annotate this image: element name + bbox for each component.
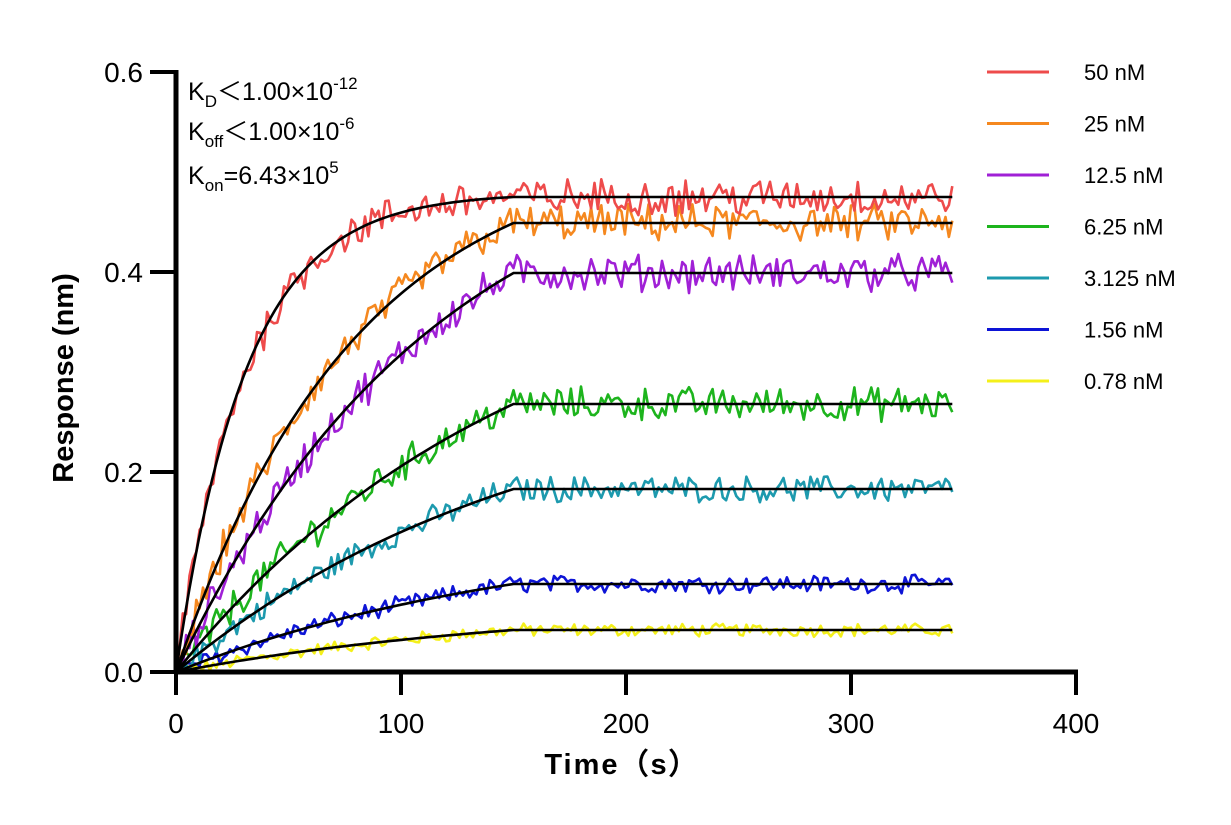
x-tick-label: 400 [1053, 708, 1100, 739]
fit-curve [175, 487, 953, 674]
fit-curves [174, 195, 953, 674]
x-tick-label: 300 [828, 708, 875, 739]
legend-label: 50 nM [1084, 60, 1145, 85]
legend-label: 12.5 nM [1084, 163, 1164, 188]
y-tick-label: 0.4 [104, 257, 143, 288]
kon-annotation: Kon=6.43×105 [188, 158, 339, 195]
x-tick-label: 200 [603, 708, 650, 739]
x-axis-title: Time（s） [544, 748, 699, 781]
koff-annotation: Koff＜1.00×10-6 [188, 114, 355, 151]
legend-label: 6.25 nM [1084, 215, 1164, 240]
fit-curve [175, 582, 953, 674]
legend-label: 0.78 nM [1084, 369, 1164, 394]
fit-curve [175, 628, 953, 674]
series-line [174, 178, 954, 673]
y-tick-label: 0.2 [104, 457, 143, 488]
fit-curve [174, 271, 953, 673]
series-line [174, 252, 954, 673]
plot-area [174, 178, 954, 674]
legend: 50 nM 25 nM 12.5 nM 6.25 nM 3.125 nM 1.56 nM 0… [987, 60, 1176, 394]
fit-curve [174, 221, 953, 673]
legend-label: 3.125 nM [1084, 266, 1176, 291]
kd-annotation: KD＜1.00×10-12 [188, 74, 358, 111]
y-ticks: 0.0 0.2 0.4 0.6 [104, 57, 176, 688]
series-line [174, 202, 954, 673]
y-axis-title: Response (nm) [48, 273, 80, 482]
legend-label: 25 nM [1084, 112, 1145, 137]
series-line [175, 573, 954, 674]
x-ticks: 0 100 200 300 400 [168, 672, 1099, 739]
kinetics-annotation: KD＜1.00×10-12 Koff＜1.00×10-6 Kon=6.43×10… [188, 74, 358, 195]
x-tick-label: 0 [168, 708, 184, 739]
y-tick-label: 0.0 [104, 657, 143, 688]
series-line [174, 385, 954, 673]
fit-curve [174, 402, 953, 673]
legend-label: 1.56 nM [1084, 318, 1164, 343]
series-line [175, 475, 954, 674]
fit-curve [174, 195, 953, 673]
y-tick-label: 0.6 [104, 57, 143, 88]
x-tick-label: 100 [378, 708, 425, 739]
